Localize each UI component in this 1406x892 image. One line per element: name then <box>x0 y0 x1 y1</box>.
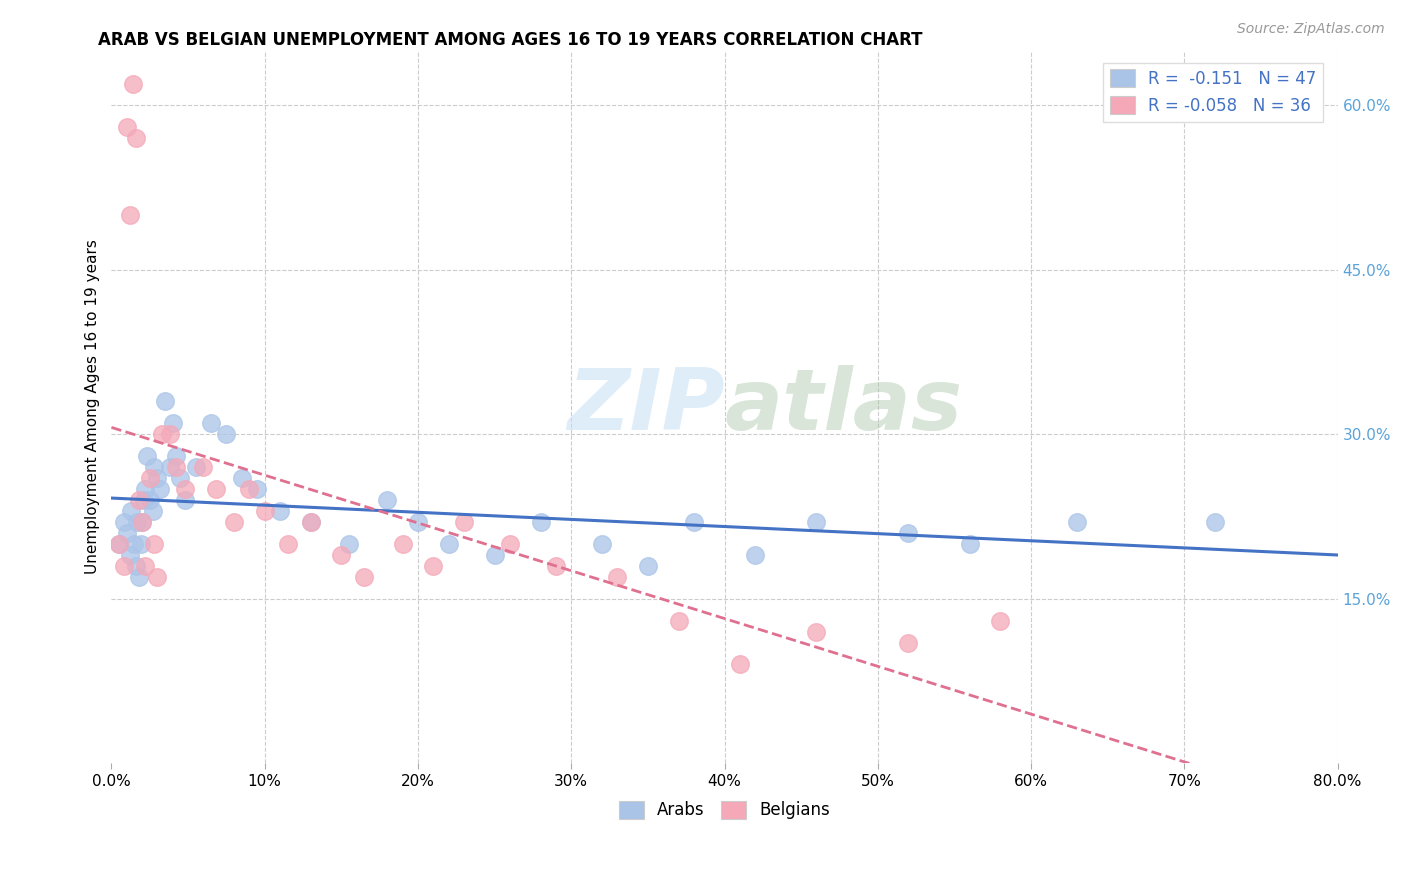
Point <box>453 515 475 529</box>
Point <box>1204 515 1226 529</box>
Point <box>422 558 444 573</box>
Point <box>897 635 920 649</box>
Point <box>108 537 131 551</box>
Point <box>299 515 322 529</box>
Point <box>375 493 398 508</box>
Point <box>129 537 152 551</box>
Point <box>115 525 138 540</box>
Point <box>174 493 197 508</box>
Point <box>200 417 222 431</box>
Point <box>146 471 169 485</box>
Point <box>120 504 142 518</box>
Point <box>165 449 187 463</box>
Point <box>125 558 148 573</box>
Point <box>637 558 659 573</box>
Point <box>253 504 276 518</box>
Point <box>299 515 322 529</box>
Point <box>128 570 150 584</box>
Y-axis label: Unemployment Among Ages 16 to 19 years: Unemployment Among Ages 16 to 19 years <box>86 239 100 574</box>
Point <box>231 471 253 485</box>
Point <box>131 515 153 529</box>
Point <box>112 515 135 529</box>
Legend: Arabs, Belgians: Arabs, Belgians <box>612 794 837 826</box>
Point <box>143 537 166 551</box>
Point <box>135 449 157 463</box>
Point <box>149 482 172 496</box>
Point <box>437 537 460 551</box>
Point <box>184 460 207 475</box>
Point <box>277 537 299 551</box>
Point <box>128 493 150 508</box>
Point <box>124 537 146 551</box>
Point <box>125 131 148 145</box>
Point <box>204 482 226 496</box>
Point <box>115 120 138 135</box>
Point <box>591 537 613 551</box>
Point <box>238 482 260 496</box>
Point <box>193 460 215 475</box>
Point <box>159 427 181 442</box>
Point <box>406 515 429 529</box>
Point <box>337 537 360 551</box>
Point <box>484 548 506 562</box>
Point <box>132 493 155 508</box>
Point <box>606 570 628 584</box>
Point <box>269 504 291 518</box>
Point <box>142 504 165 518</box>
Point <box>215 427 238 442</box>
Text: atlas: atlas <box>724 366 963 449</box>
Point <box>143 460 166 475</box>
Point <box>246 482 269 496</box>
Point <box>1066 515 1088 529</box>
Point <box>353 570 375 584</box>
Point <box>131 515 153 529</box>
Point <box>127 515 149 529</box>
Point <box>222 515 245 529</box>
Point <box>668 614 690 628</box>
Point <box>153 394 176 409</box>
Point <box>150 427 173 442</box>
Point <box>330 548 353 562</box>
Point <box>138 471 160 485</box>
Point <box>112 558 135 573</box>
Point <box>174 482 197 496</box>
Point <box>162 417 184 431</box>
Point <box>806 624 828 639</box>
Point <box>391 537 413 551</box>
Point <box>165 460 187 475</box>
Point <box>108 537 131 551</box>
Text: ARAB VS BELGIAN UNEMPLOYMENT AMONG AGES 16 TO 19 YEARS CORRELATION CHART: ARAB VS BELGIAN UNEMPLOYMENT AMONG AGES … <box>98 31 922 49</box>
Point <box>138 493 160 508</box>
Point <box>146 570 169 584</box>
Text: ZIP: ZIP <box>567 366 724 449</box>
Point <box>134 482 156 496</box>
Point <box>897 525 920 540</box>
Point <box>499 537 522 551</box>
Point <box>122 77 145 91</box>
Point <box>118 548 141 562</box>
Point <box>744 548 766 562</box>
Point <box>683 515 706 529</box>
Point <box>529 515 551 529</box>
Point <box>959 537 981 551</box>
Point <box>118 208 141 222</box>
Text: Source: ZipAtlas.com: Source: ZipAtlas.com <box>1237 22 1385 37</box>
Point <box>990 614 1012 628</box>
Point <box>134 558 156 573</box>
Point <box>806 515 828 529</box>
Point <box>159 460 181 475</box>
Point <box>728 657 751 672</box>
Point <box>169 471 191 485</box>
Point <box>544 558 567 573</box>
